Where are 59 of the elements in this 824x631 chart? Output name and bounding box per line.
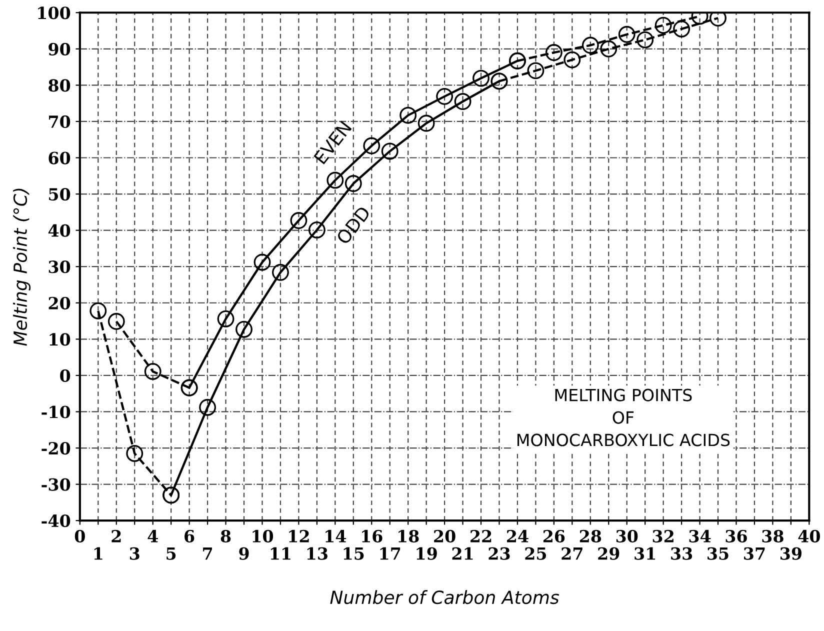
x2-tick-label: 37 xyxy=(744,547,765,560)
y-tick-label: -30 xyxy=(42,478,70,491)
x-tick-label: 14 xyxy=(326,530,346,542)
y-tick-label: 80 xyxy=(48,79,70,92)
x2-tick-label: 13 xyxy=(307,547,328,560)
x-tick-label: 20 xyxy=(434,530,456,543)
y-tick-label: 100 xyxy=(38,6,70,20)
x2-tick-label: 23 xyxy=(488,547,510,560)
x-tick-label: 32 xyxy=(652,530,674,543)
x2-tick-label: 31 xyxy=(634,547,656,560)
x-tick-label: 36 xyxy=(726,530,747,543)
x2-tick-label: 19 xyxy=(416,547,437,560)
x-tick-label: 24 xyxy=(506,530,528,542)
y-tick-label: 20 xyxy=(48,296,70,310)
y-tick-label: 60 xyxy=(48,152,70,164)
x-tick-label: 16 xyxy=(362,530,382,543)
y-tick-label: -20 xyxy=(42,442,70,455)
y-tick-label: 70 xyxy=(49,115,70,128)
x2-tick-label: 3 xyxy=(130,547,140,560)
y-tick-label: 90 xyxy=(48,42,70,56)
y-tick-label: 10 xyxy=(50,333,70,346)
x2-tick-label: 21 xyxy=(452,547,473,560)
x2-tick-label: 29 xyxy=(598,547,620,560)
y-axis-title: Melting Point (°C) xyxy=(13,188,31,346)
x2-tick-label: 5 xyxy=(166,547,176,560)
x-tick-label: 28 xyxy=(580,530,602,543)
x2-tick-label: 9 xyxy=(239,547,249,560)
x-tick-label: 6 xyxy=(184,530,194,543)
x-tick-label: 30 xyxy=(616,530,638,543)
x2-tick-label: 11 xyxy=(270,547,290,560)
x-tick-label: 34 xyxy=(689,530,711,543)
x-tick-label: 0 xyxy=(74,530,85,543)
x2-tick-label: 33 xyxy=(671,547,692,560)
x-tick-label: 18 xyxy=(398,530,419,543)
x2-tick-label: 17 xyxy=(380,547,400,560)
x-tick-label: 22 xyxy=(470,530,492,542)
x2-tick-label: 35 xyxy=(708,547,728,560)
annotation: MELTING POINTS OF MONOCARBOXYLIC ACIDS xyxy=(517,388,730,446)
x-tick-label: 4 xyxy=(148,530,158,542)
x-tick-label: 12 xyxy=(289,530,309,542)
x2-tick-label: 7 xyxy=(203,547,212,560)
x2-tick-label: 15 xyxy=(344,547,364,560)
y-tick-label: 40 xyxy=(48,224,70,237)
x-tick-label: 26 xyxy=(543,530,565,543)
y-tick-label: 30 xyxy=(48,260,70,274)
y-tick-label: -40 xyxy=(42,514,70,528)
x2-tick-label: 27 xyxy=(562,547,582,560)
x-tick-label: 8 xyxy=(220,530,231,543)
x-tick-label: 40 xyxy=(798,530,820,543)
x-tick-label: 2 xyxy=(112,530,121,542)
y-tick-label: -10 xyxy=(42,406,70,418)
y-tick-label: 0 xyxy=(60,369,70,382)
x2-tick-label: 1 xyxy=(94,547,102,560)
x-axis-title: Number of Carbon Atoms xyxy=(330,590,560,604)
x2-tick-label: 25 xyxy=(525,547,546,560)
x-tick-label: 38 xyxy=(762,530,784,543)
x2-tick-label: 39 xyxy=(780,547,802,560)
x-tick-label: 10 xyxy=(252,530,274,543)
y-tick-label: 50 xyxy=(49,188,70,201)
